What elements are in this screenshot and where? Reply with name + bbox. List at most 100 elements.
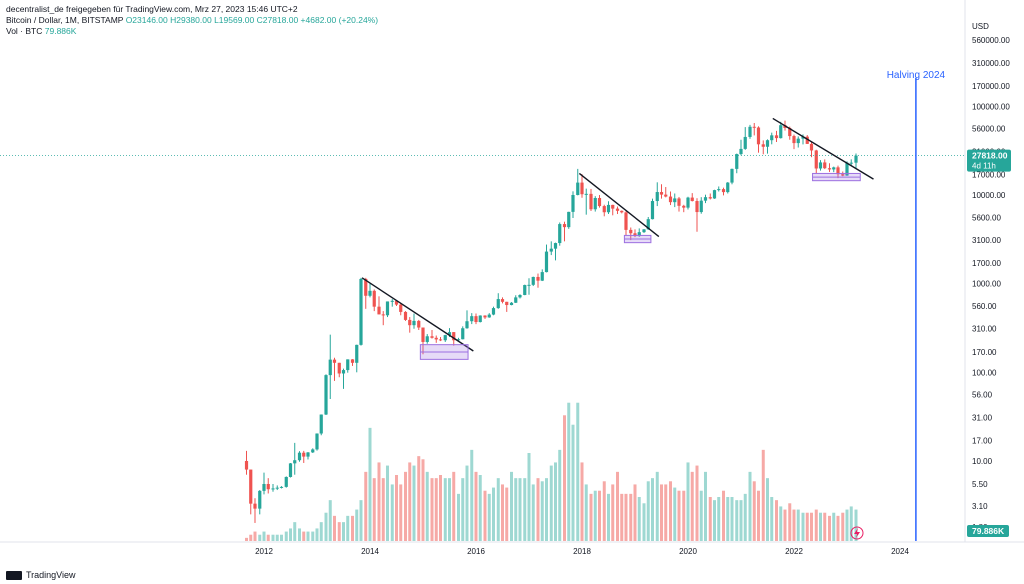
price-axis[interactable]: USD 560000.00 310000.00 170000.00 100000.00 5… bbox=[972, 22, 1010, 532]
x-tick-label: 2020 bbox=[679, 547, 697, 556]
candle-body bbox=[624, 212, 628, 230]
volume-bar bbox=[385, 465, 389, 541]
candle-body bbox=[399, 304, 403, 312]
candle-body bbox=[372, 290, 376, 307]
volume-bar bbox=[845, 509, 849, 541]
candle-body bbox=[553, 243, 558, 249]
volume-bar bbox=[487, 493, 491, 541]
candle-body bbox=[743, 136, 747, 149]
candle-body bbox=[748, 126, 752, 137]
y-tick-label: 310.00 bbox=[972, 325, 997, 334]
candle-body bbox=[244, 460, 249, 470]
candle-body bbox=[452, 332, 456, 341]
candle-body bbox=[258, 490, 262, 509]
volume-bar bbox=[355, 509, 359, 541]
volume-bar bbox=[536, 478, 540, 541]
volume-bar bbox=[266, 534, 270, 541]
candle-body bbox=[417, 320, 421, 328]
candle-body bbox=[814, 150, 818, 169]
volume-price-box bbox=[967, 525, 1009, 537]
volume-bar bbox=[412, 465, 416, 541]
candle-body bbox=[262, 483, 266, 491]
candle-body bbox=[408, 319, 412, 326]
candle-body bbox=[377, 306, 381, 315]
candle-body bbox=[615, 208, 620, 211]
volume-bar bbox=[854, 509, 858, 541]
lightning-icon bbox=[850, 526, 864, 540]
candle-body bbox=[721, 189, 726, 193]
symbol-name[interactable]: Bitcoin / Dollar, 1M, BITSTAMP bbox=[6, 15, 124, 25]
volume-bar bbox=[438, 475, 442, 541]
y-tick-label: 5600.00 bbox=[972, 213, 1001, 222]
candle-body bbox=[726, 182, 730, 193]
volume-bar bbox=[563, 415, 567, 541]
volume-bar bbox=[783, 509, 787, 541]
volume-bar bbox=[849, 506, 853, 541]
y-tick-label: 170.00 bbox=[972, 348, 997, 357]
candle-body bbox=[717, 189, 721, 191]
candle-body bbox=[328, 359, 332, 376]
candle-body bbox=[421, 327, 425, 342]
volume-bar bbox=[337, 522, 341, 541]
volume-bar bbox=[580, 462, 584, 541]
candle-body bbox=[385, 301, 390, 316]
volume-bar bbox=[328, 500, 332, 541]
volume-bar bbox=[483, 490, 487, 541]
time-axis[interactable]: 2012 2014 2016 2018 2020 2022 2024 bbox=[255, 547, 909, 556]
volume-label[interactable]: Vol · BTC bbox=[6, 26, 43, 36]
candle-body bbox=[823, 162, 827, 169]
candle-body bbox=[293, 460, 297, 464]
candle-body bbox=[368, 290, 372, 296]
candle-body bbox=[381, 314, 385, 316]
volume-bar bbox=[496, 478, 500, 541]
candle-body bbox=[434, 337, 438, 340]
volume-bar bbox=[726, 497, 730, 541]
candle-body bbox=[752, 126, 756, 128]
tradingview-logo-icon[interactable] bbox=[6, 570, 22, 580]
gridlines bbox=[0, 0, 1024, 543]
volume-bar bbox=[841, 512, 845, 541]
currency-label: USD bbox=[972, 22, 989, 31]
candle-body bbox=[642, 229, 646, 233]
volume-bar bbox=[275, 534, 279, 541]
volume-bar bbox=[262, 531, 266, 541]
y-tick-label: 3.10 bbox=[972, 502, 988, 511]
candle-body bbox=[311, 449, 315, 453]
volume-bar bbox=[589, 493, 593, 541]
y-tick-label: 560000.00 bbox=[972, 36, 1010, 45]
candle-body bbox=[796, 138, 800, 144]
volume-bar bbox=[646, 481, 650, 541]
drawings[interactable]: Halving 2024 bbox=[0, 70, 965, 541]
candle-body bbox=[650, 201, 655, 220]
candle-body bbox=[677, 198, 681, 206]
candle-body bbox=[518, 294, 522, 298]
candle-body bbox=[589, 193, 593, 210]
candle-body bbox=[447, 332, 452, 336]
chart-header: decentralist_de freigegeben für TradingV… bbox=[6, 4, 378, 37]
volume-bar bbox=[351, 515, 355, 541]
volume-bar bbox=[677, 490, 681, 541]
candle-body bbox=[487, 314, 491, 318]
candle-body bbox=[527, 284, 531, 286]
volume-bar bbox=[682, 490, 686, 541]
volume-bar bbox=[342, 522, 345, 541]
candle-body bbox=[664, 194, 668, 197]
candle-body bbox=[690, 197, 694, 202]
y-tick-label: 10.00 bbox=[972, 457, 993, 466]
volume-bar bbox=[819, 512, 822, 541]
brand-name[interactable]: TradingView bbox=[26, 570, 76, 580]
candle-body bbox=[562, 224, 567, 228]
candle-body bbox=[346, 359, 350, 371]
volume-bar bbox=[359, 500, 363, 541]
candle-body bbox=[425, 336, 429, 342]
y-tick-label: 56.00 bbox=[972, 391, 993, 400]
candle-body bbox=[584, 193, 588, 195]
candle-body bbox=[571, 194, 575, 212]
candle-body bbox=[832, 167, 836, 170]
volume-bar bbox=[788, 503, 792, 541]
candle-body bbox=[350, 359, 355, 363]
volume-legend: Vol · BTC 79.886K bbox=[6, 26, 378, 37]
volume-bar bbox=[611, 484, 615, 541]
candle-body bbox=[836, 167, 840, 175]
